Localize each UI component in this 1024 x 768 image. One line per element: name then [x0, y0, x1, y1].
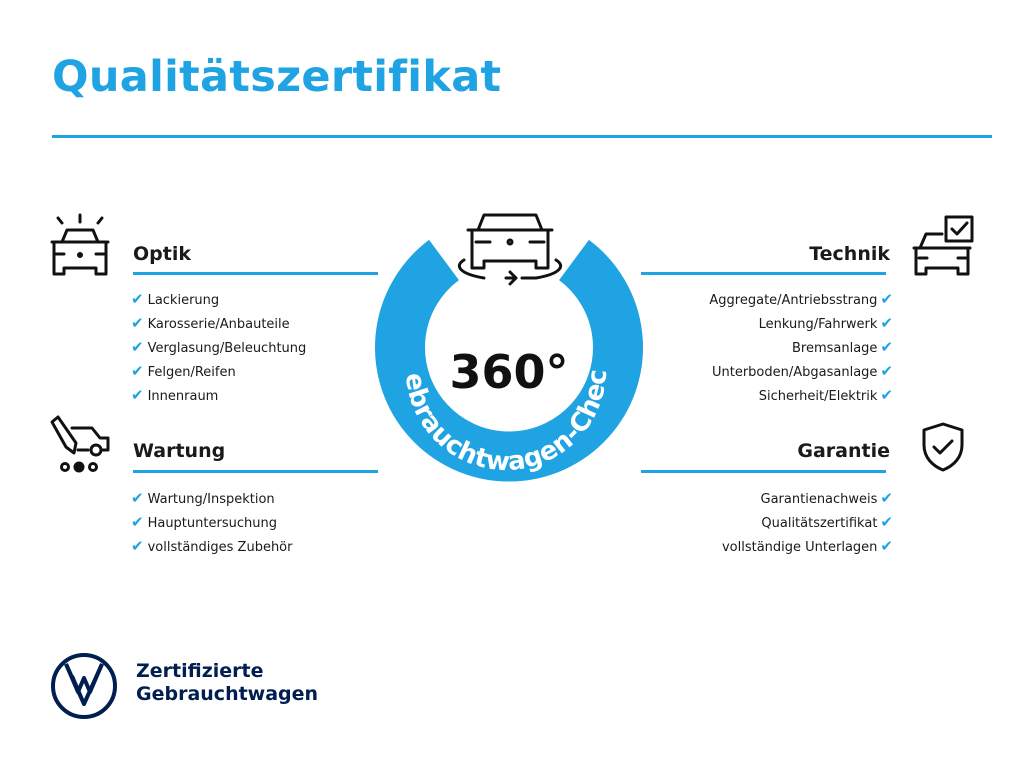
optik-list: ✔ Lackierung ✔ Karosserie/Anbauteile ✔ Verg…: [131, 287, 306, 407]
check-icon: ✔: [131, 513, 144, 531]
list-item: ✔ vollständiges Zubehör: [131, 534, 292, 558]
item-label: vollständige Unterlagen: [721, 540, 878, 555]
car-checklist-icon: [912, 215, 974, 276]
list-item: ✔ Karosserie/Anbauteile: [131, 311, 306, 335]
section-title-technik: Technik: [809, 243, 890, 265]
list-item: Bremsanlage ✔: [709, 335, 893, 359]
check-icon: ✔: [131, 489, 144, 507]
check-icon: ✔: [131, 386, 144, 404]
check-icon: ✔: [880, 290, 893, 308]
list-item: ✔ Verglasung/Beleuchtung: [131, 335, 306, 359]
item-label: Wartung/Inspektion: [147, 492, 275, 507]
list-item: vollständige Unterlagen ✔: [722, 534, 893, 558]
section-title-garantie: Garantie: [797, 440, 890, 462]
list-item: ✔ Lackierung: [131, 287, 306, 311]
item-label: Sicherheit/Elektrik: [758, 389, 878, 404]
check-icon: ✔: [131, 338, 144, 356]
check-icon: ✔: [880, 537, 893, 555]
vw-logo: [51, 653, 117, 719]
list-item: ✔ Felgen/Reifen: [131, 359, 306, 383]
check-icon: ✔: [880, 513, 893, 531]
item-label: vollständiges Zubehör: [147, 540, 293, 555]
item-label: Garantienachweis: [760, 492, 878, 507]
check-icon: ✔: [880, 489, 893, 507]
item-label: Lackierung: [147, 293, 220, 308]
brand-line-2: Gebrauchtwagen: [136, 683, 319, 705]
list-item: ✔ Innenraum: [131, 383, 306, 407]
check-icon: ✔: [131, 290, 144, 308]
item-label: Bremsanlage: [791, 341, 878, 356]
check-icon: ✔: [131, 537, 144, 555]
item-label: Hauptuntersuchung: [147, 516, 277, 531]
garantie-list: Garantienachweis ✔ Qualitätszertifikat ✔ v…: [722, 486, 893, 558]
item-label: Aggregate/Antriebsstrang: [709, 293, 878, 308]
check-icon: ✔: [880, 362, 893, 380]
item-label: Verglasung/Beleuchtung: [147, 341, 307, 356]
blue-ring: [375, 239, 643, 482]
check-icon: ✔: [880, 386, 893, 404]
list-item: ✔ Wartung/Inspektion: [131, 486, 292, 510]
list-item: ✔ Hauptuntersuchung: [131, 510, 292, 534]
rotating-car-icon: [458, 213, 562, 286]
section-title-optik: Optik: [133, 243, 191, 265]
section-divider-optik: [133, 272, 378, 275]
item-label: Felgen/Reifen: [147, 365, 236, 380]
section-title-wartung: Wartung: [133, 440, 226, 462]
service-tools-icon: [50, 415, 110, 473]
page-title: Qualitätszertifikat: [52, 52, 502, 102]
car-lights-icon: [50, 213, 110, 276]
item-label: Lenkung/Fahrwerk: [758, 317, 878, 332]
section-divider-technik: [641, 272, 886, 275]
brand-line-1: Zertifizierte: [136, 660, 264, 682]
section-divider-wartung: [133, 470, 378, 473]
list-item: Unterboden/Abgasanlage ✔: [709, 359, 893, 383]
list-item: Lenkung/Fahrwerk ✔: [709, 311, 893, 335]
check-icon: ✔: [131, 314, 144, 332]
list-item: Garantienachweis ✔: [722, 486, 893, 510]
item-label: Karosserie/Anbauteile: [147, 317, 290, 332]
wartung-list: ✔ Wartung/Inspektion ✔ Hauptuntersuchung ✔…: [131, 486, 292, 558]
item-label: Qualitätszertifikat: [761, 516, 878, 531]
360-label: 360°: [449, 345, 568, 399]
title-divider: [52, 135, 992, 138]
item-label: Unterboden/Abgasanlage: [711, 365, 878, 380]
list-item: Aggregate/Antriebsstrang ✔: [709, 287, 893, 311]
shield-check-icon: [922, 422, 964, 472]
list-item: Qualitätszertifikat ✔: [722, 510, 893, 534]
section-divider-garantie: [641, 470, 886, 473]
check-icon: ✔: [880, 338, 893, 356]
brand-wordmark: Zertifizierte Gebrauchtwagen: [136, 660, 318, 706]
check-icon: ✔: [880, 314, 893, 332]
360-check-badge: Gebrauchtwagen-Check 360°: [366, 200, 643, 482]
technik-list: Aggregate/Antriebsstrang ✔ Lenkung/Fahrwe…: [709, 287, 893, 407]
item-label: Innenraum: [147, 389, 219, 404]
list-item: Sicherheit/Elektrik ✔: [709, 383, 893, 407]
check-icon: ✔: [131, 362, 144, 380]
